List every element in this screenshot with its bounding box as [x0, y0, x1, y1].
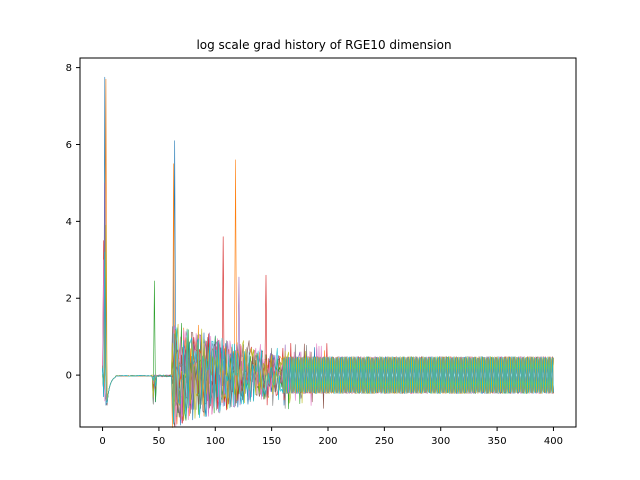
y-tick-label: 4 [66, 217, 72, 228]
y-tick-label: 6 [66, 140, 72, 151]
x-tick-label: 400 [544, 436, 563, 447]
x-tick-label: 350 [488, 436, 507, 447]
y-tick-label: 8 [66, 63, 72, 74]
axes-layer: 0 50 100 150 200 250 300 350 400 0 2 4 6 8 [66, 63, 563, 447]
series-layer [102, 76, 554, 428]
y-tick-label: 2 [66, 294, 72, 305]
x-tick-label: 150 [262, 436, 281, 447]
x-tick-label: 200 [318, 436, 337, 447]
x-tick-label: 250 [375, 436, 394, 447]
series-line-9 [102, 224, 554, 421]
x-tick-label: 100 [206, 436, 225, 447]
x-tick-label: 0 [99, 436, 105, 447]
series-line-10 [102, 251, 554, 425]
y-tick-label: 0 [66, 371, 72, 382]
x-tick-label: 50 [153, 436, 166, 447]
chart-title: log scale grad history of RGE10 dimensio… [196, 38, 451, 52]
plot-frame [79, 57, 577, 428]
x-tick-label: 300 [431, 436, 450, 447]
